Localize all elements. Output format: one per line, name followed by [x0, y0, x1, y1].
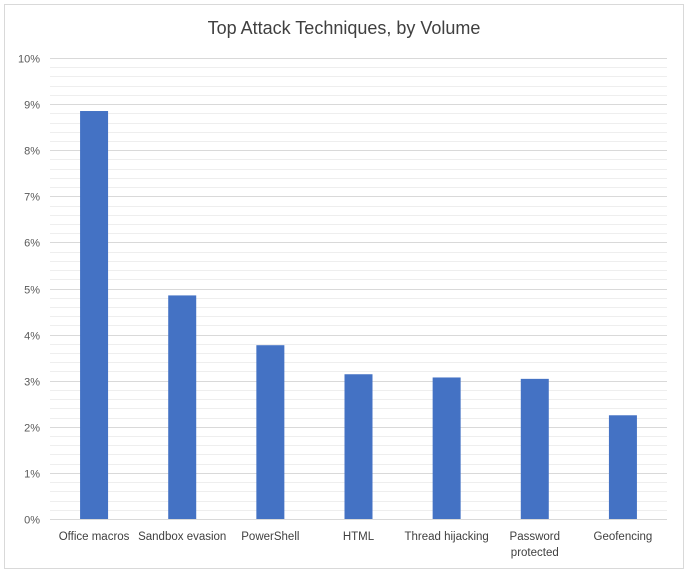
x-category-label: Office macros: [59, 531, 130, 543]
x-category-label: PowerShell: [241, 531, 299, 543]
x-category-label: Password protected: [510, 531, 561, 559]
y-tick-label: 10%: [18, 54, 40, 66]
bar: [168, 295, 197, 519]
x-category-label: Geofencing: [594, 531, 653, 543]
y-tick-label: 2%: [24, 423, 40, 435]
bar: [432, 377, 461, 519]
y-tick-label: 5%: [24, 285, 40, 297]
bar: [344, 374, 373, 519]
y-tick-label: 4%: [24, 331, 40, 343]
bar: [256, 345, 285, 519]
y-tick-label: 6%: [24, 238, 40, 250]
y-tick-label: 1%: [24, 469, 40, 481]
bar: [520, 378, 549, 519]
y-tick-label: 3%: [24, 377, 40, 389]
y-tick-label: 0%: [24, 515, 40, 527]
y-tick-label: 8%: [24, 146, 40, 158]
bar: [608, 415, 637, 519]
x-category-label: HTML: [343, 531, 375, 543]
chart-frame: [4, 4, 684, 569]
x-category-label: Sandbox evasion: [138, 531, 226, 543]
bar: [80, 111, 109, 519]
x-category-label: Thread hijacking: [404, 531, 488, 543]
chart-title: Top Attack Techniques, by Volume: [207, 18, 481, 38]
y-tick-label: 9%: [24, 100, 40, 112]
y-tick-label: 7%: [24, 192, 40, 204]
